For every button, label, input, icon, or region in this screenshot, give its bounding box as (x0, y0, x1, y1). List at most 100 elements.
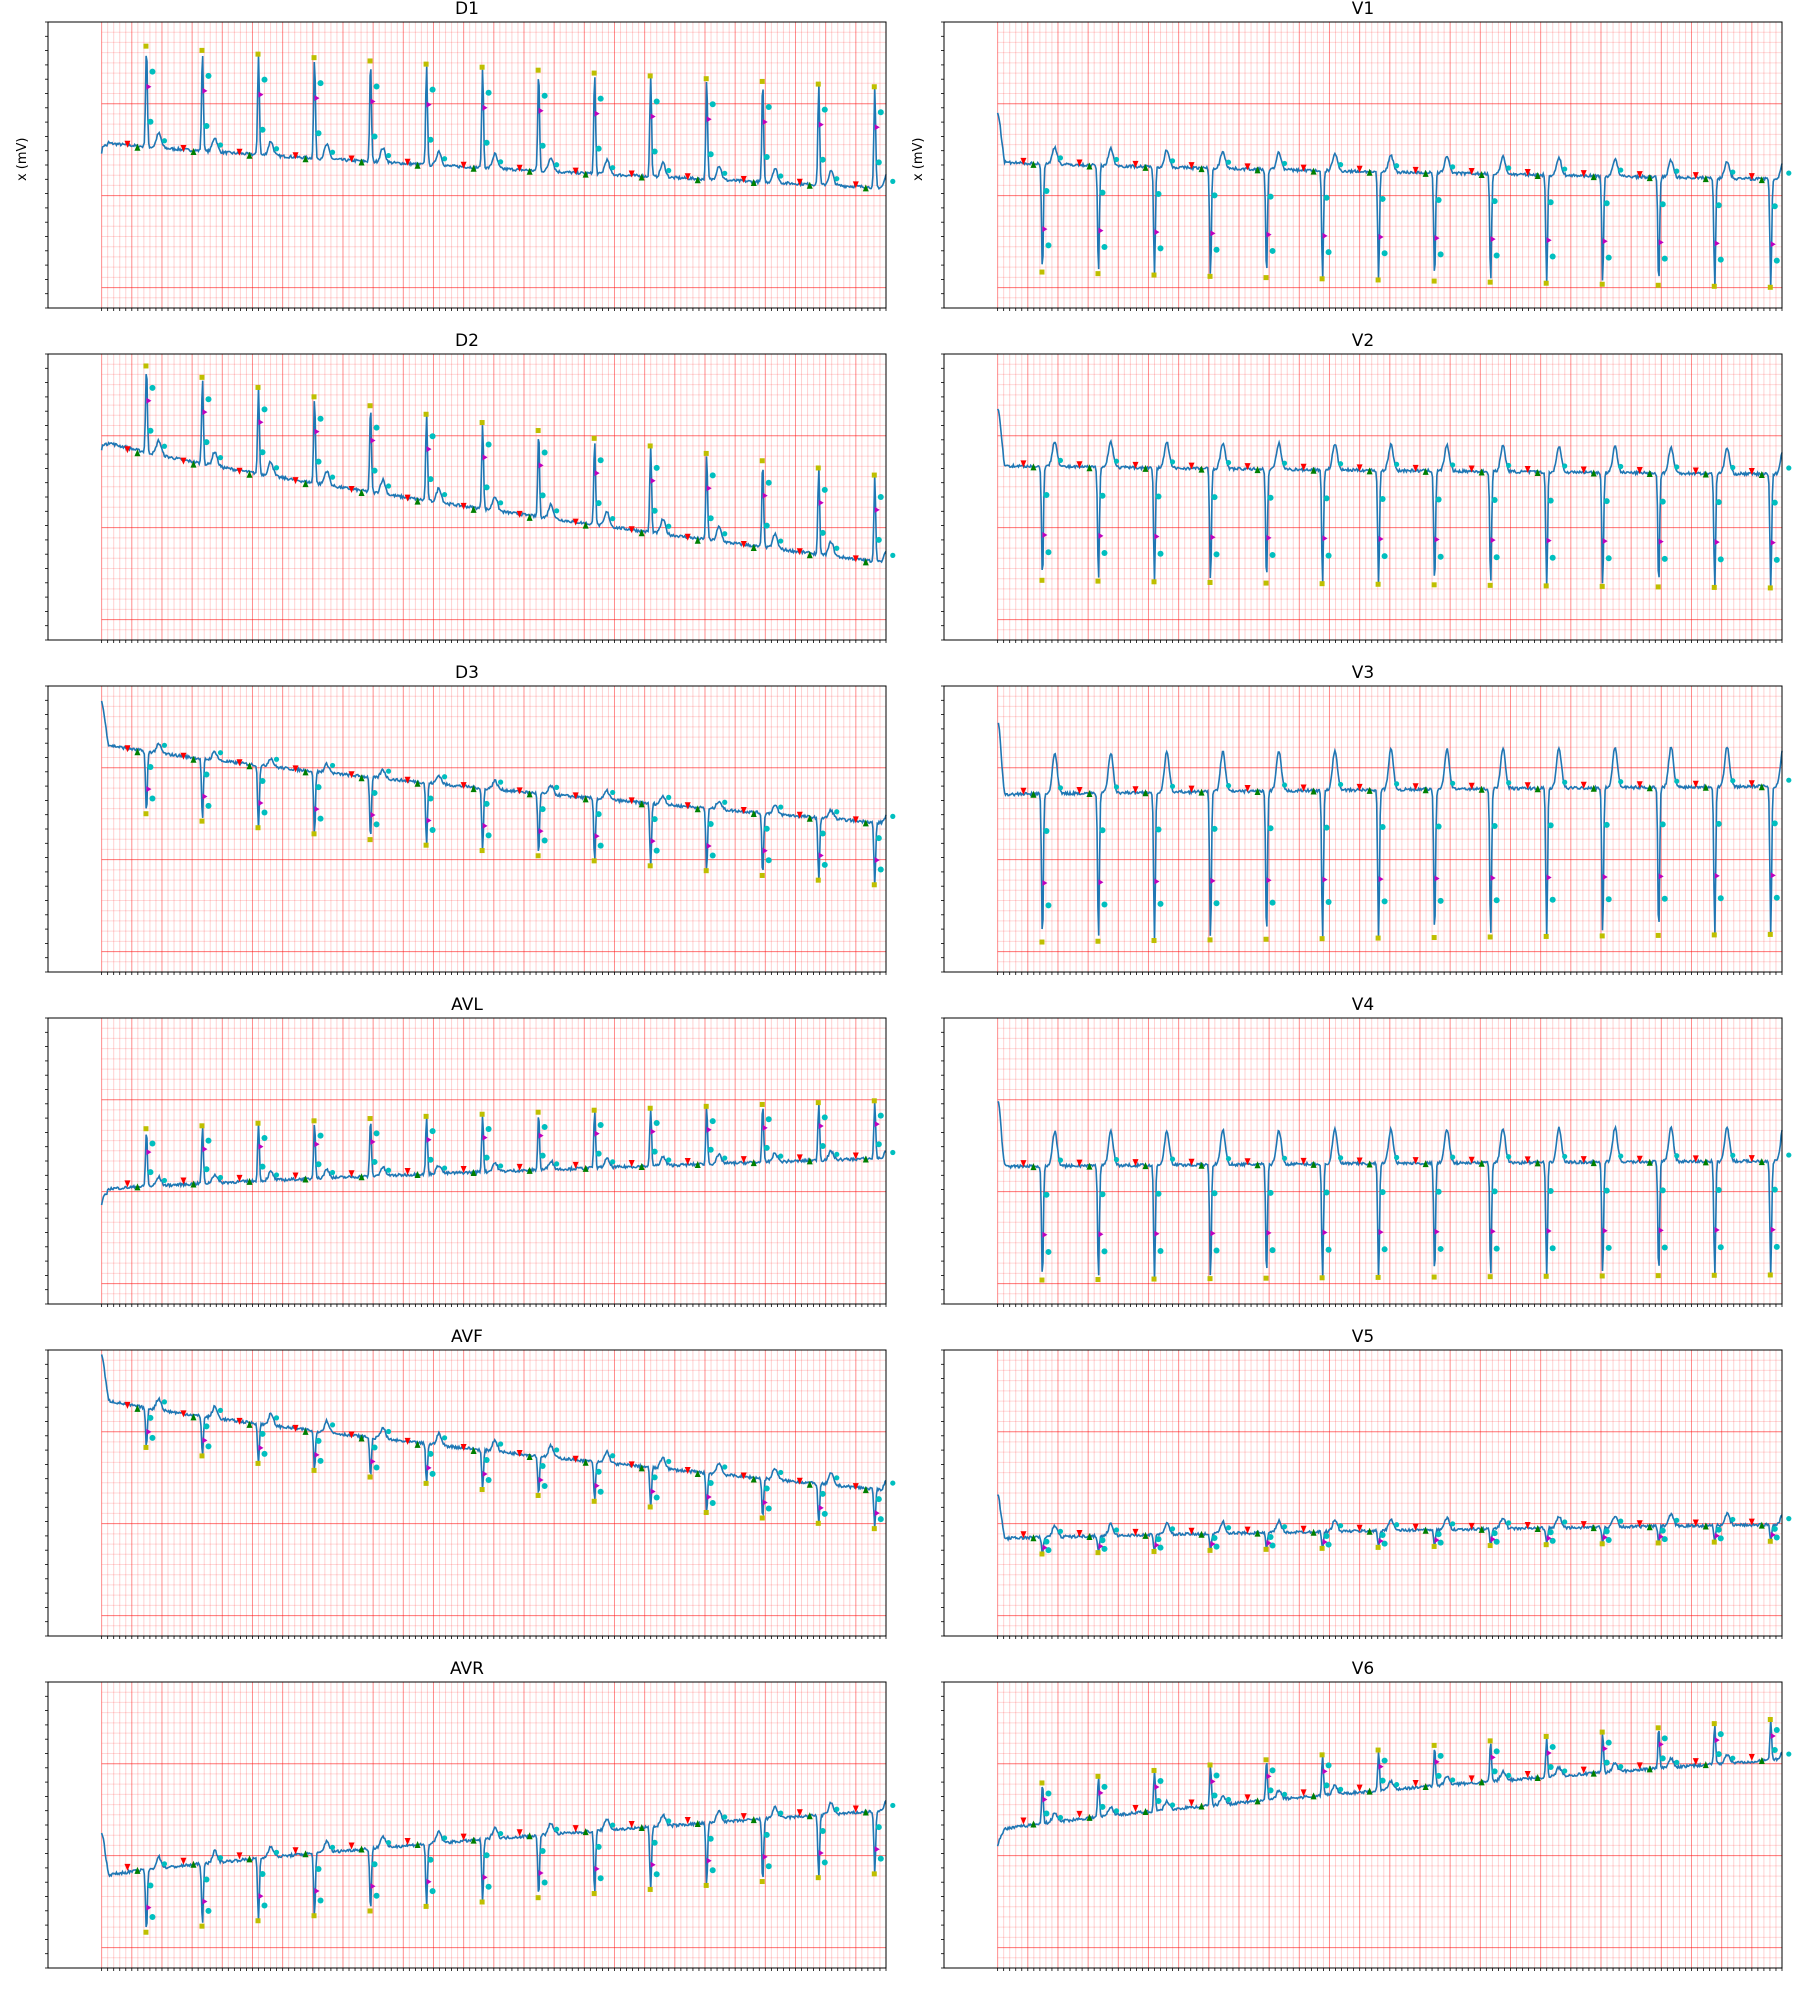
p-offset-marker (470, 785, 477, 793)
qrs-mid-marker (594, 833, 600, 840)
qrs-marker (651, 1474, 658, 1481)
t-marker (1450, 780, 1456, 786)
qrs-mid-marker (1658, 538, 1664, 545)
qrs-marker (653, 1120, 660, 1127)
qrs-mid-marker (1266, 1539, 1272, 1546)
qrs-mid-marker (706, 1126, 712, 1133)
t-marker (1618, 1764, 1624, 1770)
qrs-marker (1605, 896, 1612, 903)
r-peak-marker (1207, 1276, 1213, 1282)
t-marker (610, 789, 616, 796)
t-marker (217, 142, 224, 148)
qrs-mid-marker (314, 1888, 320, 1895)
p-onset-marker (516, 1163, 523, 1171)
qrs-marker (597, 457, 604, 464)
p-onset-marker (852, 555, 859, 563)
p-onset-marker (1132, 786, 1139, 794)
qrs-marker (1547, 1188, 1554, 1195)
p-onset-marker (1300, 1157, 1307, 1165)
qrs-mid-marker (1042, 1231, 1048, 1238)
t-marker (217, 1855, 224, 1861)
p-onset-marker (236, 148, 243, 156)
r-peak-marker (1431, 582, 1437, 588)
p-onset-marker (180, 752, 187, 760)
t-marker (1450, 1521, 1456, 1527)
t-marker (1450, 462, 1456, 468)
qrs-marker (877, 494, 884, 501)
qrs-mid-marker (1714, 539, 1720, 546)
qrs-marker (1437, 1245, 1444, 1252)
t-marker (722, 1814, 728, 1820)
r-peak-marker (815, 1100, 821, 1106)
qrs-marker (1211, 1792, 1218, 1799)
p-offset-marker (1702, 1522, 1709, 1530)
qrs-marker (429, 826, 436, 833)
qrs-mid-marker (762, 847, 768, 854)
qrs-marker (1717, 895, 1724, 902)
p-onset-marker (1244, 463, 1251, 471)
r-peak-marker (1095, 271, 1101, 277)
r-peak-marker (1207, 273, 1213, 279)
r-peak-marker (1431, 935, 1437, 941)
p-offset-marker (638, 800, 645, 808)
beat-markers (1020, 1152, 1792, 1283)
qrs-mid-marker (482, 454, 488, 461)
p-onset-marker (1692, 467, 1699, 475)
p-offset-marker (694, 536, 701, 544)
t-marker (1562, 1153, 1568, 1160)
p-onset-marker (1580, 781, 1587, 789)
qrs-mid-marker (1154, 533, 1160, 540)
r-peak-marker (1039, 1277, 1045, 1283)
qrs-mid-marker (1322, 1538, 1328, 1545)
p-offset-marker (1590, 784, 1597, 792)
p-onset-marker (1132, 160, 1139, 168)
r-peak-marker (199, 818, 205, 824)
t-marker (1281, 1155, 1288, 1161)
qrs-marker (1661, 895, 1668, 902)
p-onset-marker (1748, 468, 1755, 476)
panel-v3: V3 (941, 663, 1792, 975)
qrs-marker (1155, 826, 1162, 833)
qrs-marker (259, 1430, 266, 1437)
qrs-marker (1043, 188, 1050, 195)
qrs-mid-marker (1546, 1535, 1552, 1542)
qrs-mid-marker (1210, 1541, 1216, 1548)
r-peak-marker (1767, 585, 1773, 591)
r-peak-marker (1767, 931, 1773, 937)
qrs-mid-marker (1658, 1227, 1664, 1234)
p-onset-marker (684, 1817, 691, 1825)
p-onset-marker (1356, 1524, 1363, 1532)
qrs-mid-marker (594, 1865, 600, 1872)
qrs-mid-marker (314, 1141, 320, 1148)
p-onset-marker (236, 759, 243, 767)
qrs-marker (595, 145, 602, 152)
qrs-marker (1773, 1534, 1780, 1541)
qrs-mid-marker (1770, 1733, 1776, 1740)
r-peak-marker (1319, 581, 1325, 587)
qrs-marker (1325, 898, 1332, 905)
p-offset-marker (1254, 1797, 1261, 1805)
p-onset-marker (1524, 1770, 1531, 1778)
t-marker (1394, 1154, 1400, 1161)
qrs-mid-marker (1266, 1229, 1272, 1236)
qrs-mid-marker (202, 1437, 208, 1444)
t-marker (1281, 460, 1288, 466)
qrs-marker (373, 821, 380, 828)
qrs-marker (1549, 896, 1556, 903)
qrs-mid-marker (594, 110, 600, 117)
qrs-mid-marker (762, 1124, 768, 1131)
p-onset-marker (1692, 780, 1699, 788)
r-peak-marker (1711, 1272, 1717, 1278)
qrs-marker (1325, 1762, 1332, 1769)
p-offset-marker (1086, 790, 1093, 798)
r-peak-marker (815, 1875, 821, 1881)
qrs-marker (429, 433, 436, 440)
p-onset-marker (1300, 784, 1307, 792)
r-peak-marker (647, 863, 653, 869)
qrs-marker (1099, 827, 1106, 834)
qrs-marker (1659, 201, 1666, 208)
p-onset-marker (740, 1472, 747, 1480)
p-offset-marker (1534, 468, 1541, 476)
r-peak-marker (1039, 939, 1045, 945)
